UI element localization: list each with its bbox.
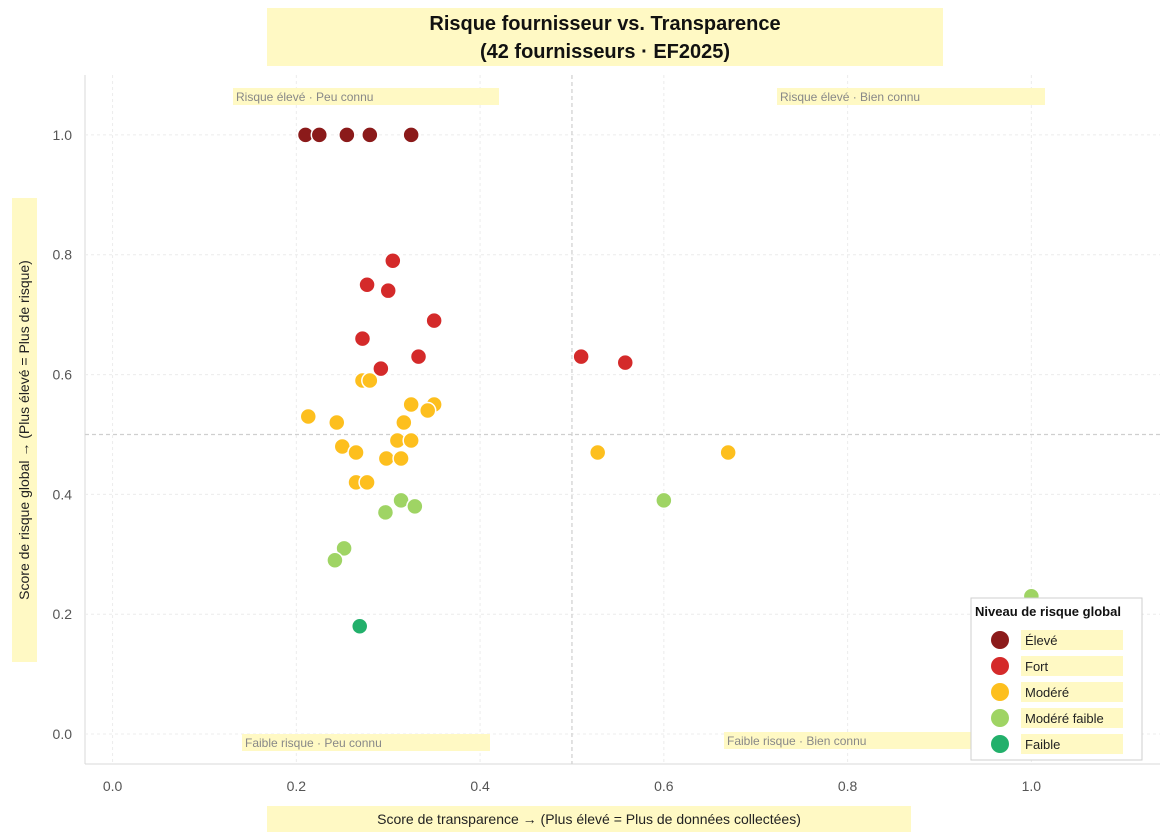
quadrant-label-bottom-right-highlight xyxy=(724,732,974,749)
data-point xyxy=(328,413,346,432)
data-point xyxy=(372,359,390,378)
title-highlight xyxy=(267,8,943,66)
data-point xyxy=(719,443,737,462)
x-tick-label: 0.2 xyxy=(287,778,307,794)
data-point xyxy=(358,473,376,492)
data-point xyxy=(335,539,353,558)
reference-lines xyxy=(85,75,1160,764)
data-point xyxy=(384,251,402,270)
chart-title: Risque fournisseur vs. Transparence xyxy=(429,13,780,35)
chart-subtitle: (42 fournisseurs · EF2025) xyxy=(480,41,730,63)
data-point xyxy=(338,126,356,144)
quadrant-label-top-right: Risque élevé · Bien connu xyxy=(780,90,920,104)
data-point xyxy=(350,617,369,635)
y-tick-label: 0.6 xyxy=(53,367,73,383)
data-point xyxy=(395,413,413,432)
y-axis-label: Score de risque global → (Plus élevé = P… xyxy=(16,260,32,600)
data-point xyxy=(361,371,379,390)
legend-item-label: Faible xyxy=(1025,737,1060,752)
data-point xyxy=(402,126,420,144)
data-points xyxy=(296,126,1041,635)
data-point xyxy=(406,497,424,516)
legend-item-label: Élevé xyxy=(1025,633,1058,648)
legend-item-highlight xyxy=(1021,630,1123,650)
x-axis-label: Score de transparence → (Plus élevé = Pl… xyxy=(377,811,801,827)
data-point xyxy=(392,449,410,468)
data-point xyxy=(402,395,420,414)
legend-items: Élevé Fort Modéré Modéré faible Faible xyxy=(991,630,1123,754)
y-tick-label: 0.0 xyxy=(53,726,73,742)
data-point xyxy=(376,503,395,522)
quadrant-label-bottom-left-highlight xyxy=(242,734,490,751)
legend-item-label: Modéré faible xyxy=(1025,711,1104,726)
legend-title: Niveau de risque global xyxy=(975,604,1121,619)
legend-box xyxy=(970,597,1143,761)
y-tick-label: 0.4 xyxy=(53,486,73,502)
legend: Niveau de risque global Élevé Fort Modéré M… xyxy=(970,597,1143,761)
data-point xyxy=(616,353,635,372)
data-point xyxy=(377,449,396,468)
legend-item-label: Modéré xyxy=(1025,685,1069,700)
x-tick-label: 1.0 xyxy=(1022,778,1042,794)
data-point xyxy=(409,347,428,366)
quadrant-label-top-left: Risque élevé · Peu connu xyxy=(236,90,373,104)
data-point xyxy=(326,551,344,570)
legend-item-highlight xyxy=(1021,734,1123,754)
data-point xyxy=(299,407,318,426)
legend-marker xyxy=(991,709,1009,727)
data-point xyxy=(425,311,443,330)
data-point xyxy=(310,126,329,144)
axis-ticks: 0.0 0.2 0.4 0.6 0.8 1.0 0.0 0.2 0.4 0.6 0.8 1.0 xyxy=(53,127,1042,794)
legend-marker xyxy=(991,735,1009,753)
legend-marker xyxy=(991,683,1009,701)
data-point xyxy=(572,347,590,366)
data-point xyxy=(353,329,372,348)
legend-item-highlight xyxy=(1021,656,1123,676)
x-tick-label: 0.6 xyxy=(654,778,674,794)
data-point xyxy=(588,443,607,462)
data-point xyxy=(347,443,365,462)
y-tick-label: 1.0 xyxy=(53,127,73,143)
data-point xyxy=(402,431,420,450)
legend-item-highlight xyxy=(1021,682,1123,702)
x-axis-label-highlight xyxy=(267,806,911,832)
x-tick-label: 0.0 xyxy=(103,778,123,794)
legend-item-label: Fort xyxy=(1025,659,1049,674)
y-tick-label: 0.2 xyxy=(53,606,73,622)
data-point xyxy=(418,401,437,420)
data-point xyxy=(358,275,376,294)
y-tick-label: 0.8 xyxy=(53,247,73,263)
legend-marker xyxy=(991,631,1009,649)
legend-marker xyxy=(991,657,1009,675)
x-tick-label: 0.4 xyxy=(470,778,490,794)
y-axis-label-highlight xyxy=(12,198,37,662)
quadrant-label-top-left-highlight xyxy=(233,88,499,105)
quadrant-label-top-right-highlight xyxy=(777,88,1045,105)
quadrant-label-bottom-left: Faible risque · Peu connu xyxy=(245,736,382,750)
legend-item-highlight xyxy=(1021,708,1123,728)
data-point xyxy=(379,281,397,300)
quadrant-label-bottom-right: Faible risque · Bien connu xyxy=(727,734,866,748)
data-point xyxy=(655,491,673,510)
data-point xyxy=(361,126,379,144)
x-tick-label: 0.8 xyxy=(838,778,858,794)
